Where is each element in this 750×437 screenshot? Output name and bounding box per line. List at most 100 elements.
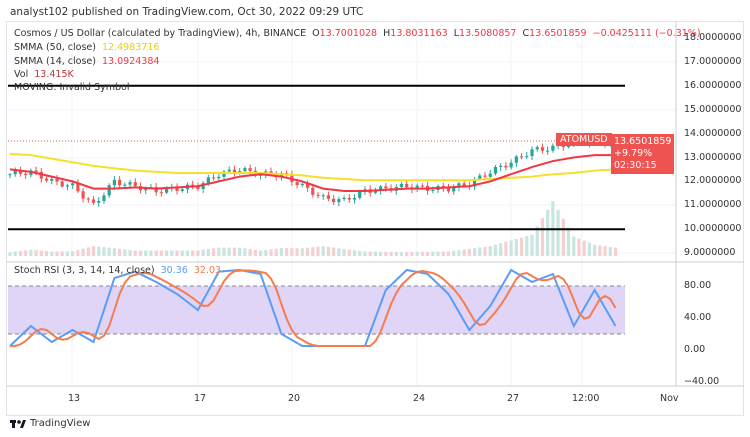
- volume-bar: [76, 250, 80, 256]
- smma14-legend[interactable]: SMMA (14, close) 13.0924384: [14, 56, 160, 67]
- smma50-legend[interactable]: SMMA (50, close) 12.4983716: [14, 42, 160, 53]
- candle: [201, 182, 205, 190]
- volume-bar: [13, 251, 17, 256]
- stoch-d-line: [10, 269, 617, 347]
- symbol-tag: ATOMUSD: [556, 133, 612, 146]
- candle: [457, 183, 461, 188]
- candle: [191, 184, 195, 187]
- candle: [102, 195, 106, 202]
- tradingview-logo-icon: [10, 419, 26, 428]
- candle: [86, 198, 90, 200]
- candle: [55, 178, 59, 182]
- volume-bar: [269, 249, 273, 256]
- volume-bar: [540, 218, 545, 256]
- volume-bar: [519, 237, 524, 256]
- candle: [154, 187, 158, 193]
- volume-bar: [232, 247, 237, 256]
- candle: [196, 186, 200, 190]
- price-tick: 10.0000000: [684, 223, 742, 234]
- candle: [144, 187, 148, 191]
- volume-bar: [535, 226, 539, 256]
- volume-bar: [410, 251, 414, 256]
- volume-bar: [363, 251, 367, 256]
- time-tick: 13: [68, 393, 81, 404]
- volume-legend[interactable]: Vol 13.415K: [14, 69, 74, 80]
- volume-bar: [316, 246, 320, 256]
- candle: [332, 198, 336, 203]
- volume-bar: [128, 250, 132, 256]
- volume-bar: [493, 244, 498, 256]
- candle: [128, 182, 132, 185]
- volume-bar: [175, 250, 179, 256]
- candle: [525, 156, 529, 158]
- candle: [112, 179, 116, 186]
- volume-bar: [514, 239, 518, 256]
- volume-bar: [587, 242, 592, 256]
- time-tick: 20: [288, 393, 301, 404]
- volume-bar: [321, 246, 325, 256]
- candle: [71, 183, 75, 186]
- volume-bar: [107, 247, 111, 256]
- volume-bar: [499, 243, 503, 256]
- candle: [34, 170, 38, 172]
- volume-bar: [243, 248, 247, 256]
- time-tick: 27: [507, 393, 520, 404]
- candle: [379, 186, 383, 191]
- volume-bar: [274, 248, 278, 256]
- candle: [472, 179, 477, 187]
- volume-bar: [65, 251, 70, 256]
- stoch-legend[interactable]: Stoch RSI (3, 3, 14, 14, close) 30.36 32…: [14, 265, 222, 276]
- candle: [530, 149, 534, 157]
- candle: [232, 169, 237, 173]
- volume-bar: [358, 250, 362, 256]
- volume-bar: [222, 247, 226, 256]
- volume-bar: [342, 248, 346, 256]
- candle: [206, 177, 210, 183]
- volume-bar: [405, 252, 409, 256]
- volume-bar: [457, 250, 461, 256]
- volume-bar: [305, 247, 310, 256]
- candle: [546, 150, 550, 152]
- volume-bar: [608, 246, 612, 256]
- candle: [44, 178, 49, 181]
- volume-bar: [8, 252, 12, 256]
- candle: [118, 179, 122, 186]
- volume-bar: [144, 250, 148, 256]
- volume-bar: [285, 248, 289, 256]
- candle: [352, 197, 357, 200]
- volume-bar: [185, 250, 190, 256]
- price-label-countdown: 02:30:15: [614, 160, 657, 171]
- candle: [91, 199, 96, 203]
- candle: [405, 184, 409, 188]
- candle: [65, 185, 70, 187]
- candle: [222, 171, 226, 177]
- publish-info: analyst102 published on TradingView.com,…: [10, 6, 364, 18]
- candle: [519, 156, 524, 158]
- moving-legend[interactable]: MOVING: Invalid Symbol: [14, 82, 130, 93]
- volume-bar: [311, 247, 315, 256]
- volume-bar: [426, 251, 430, 256]
- candle: [123, 184, 127, 186]
- volume-bar: [97, 246, 101, 256]
- volume-bar: [368, 251, 372, 256]
- candle: [337, 199, 341, 203]
- price-tick: 16.0000000: [684, 80, 742, 91]
- candle: [483, 175, 487, 177]
- candle: [81, 191, 85, 199]
- volume-bar: [446, 251, 451, 256]
- volume-bar: [133, 250, 137, 256]
- volume-bar: [462, 249, 466, 256]
- volume-bar: [415, 251, 419, 256]
- volume-bars: [8, 201, 618, 256]
- volume-bar: [248, 249, 252, 256]
- volume-bar: [102, 247, 106, 256]
- tradingview-logo[interactable]: TradingView: [10, 418, 90, 429]
- stoch-tick: 0.00: [684, 344, 706, 355]
- price-tick: 9.0000000: [684, 247, 736, 258]
- volume-bar: [441, 251, 445, 256]
- volume-bar: [399, 252, 404, 256]
- volume-bar: [60, 251, 64, 256]
- candle: [514, 156, 518, 163]
- volume-bar: [373, 251, 377, 256]
